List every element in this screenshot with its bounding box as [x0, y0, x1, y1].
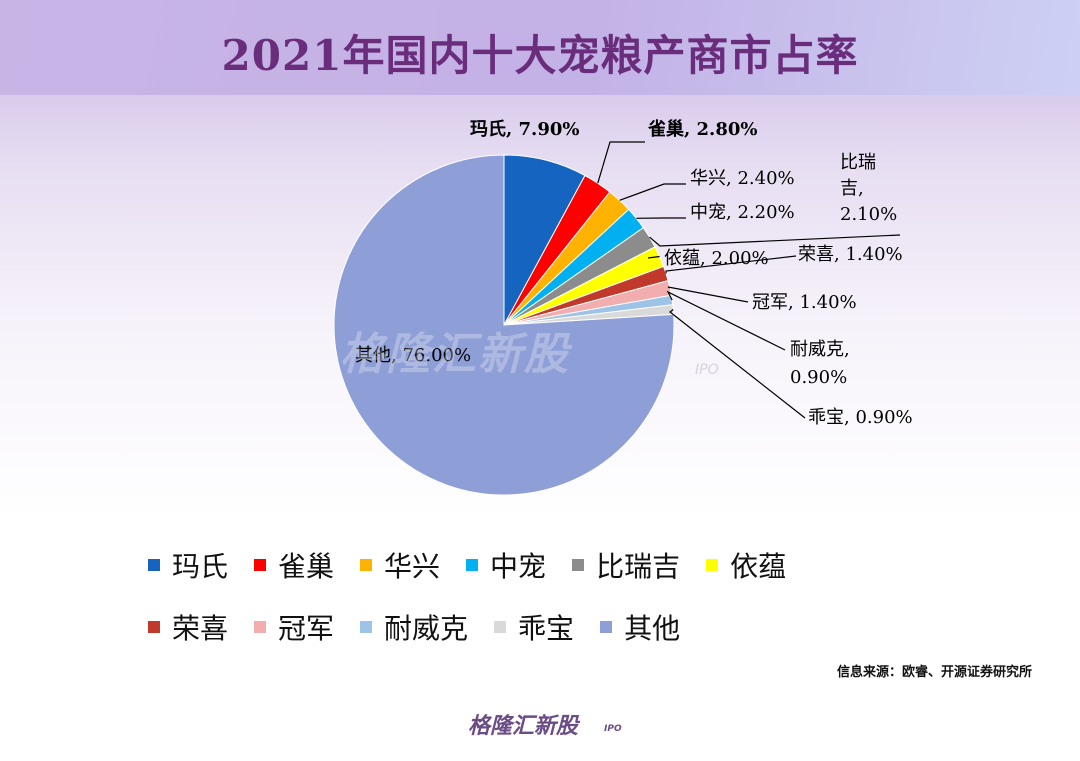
chart-title: 2021年国内十大宠粮产商市占率 — [221, 31, 859, 80]
legend-item-耐威克: 耐威克 — [360, 607, 468, 647]
legend-label: 玛氏 — [172, 550, 229, 583]
legend-swatch — [706, 559, 719, 571]
data-label-冠军: 冠军, 1.40% — [752, 292, 857, 313]
legend-swatch — [360, 621, 373, 633]
bottom-watermark-ipo: IPO — [604, 724, 622, 734]
legend-swatch — [494, 621, 507, 633]
data-label-荣喜: 荣喜, 1.40% — [798, 244, 903, 265]
data-label-雀巢: 雀巢, 2.80% — [647, 118, 757, 140]
title-band — [0, 0, 1080, 95]
data-label-中宠: 中宠, 2.20% — [690, 202, 795, 223]
legend-label: 比瑞吉 — [596, 550, 681, 583]
legend-item-中宠: 中宠 — [466, 545, 546, 585]
bottom-watermark-logo: 格隆汇新股 — [468, 714, 579, 739]
legend-label: 耐威克 — [384, 612, 469, 645]
legend-label: 冠军 — [278, 612, 335, 645]
legend-label: 中宠 — [490, 550, 547, 583]
watermark-text: 格隆汇新股 — [340, 329, 570, 380]
leader-line-雀巢 — [597, 141, 645, 184]
leader-line-冠军 — [667, 286, 749, 303]
legend-item-乖宝: 乖宝 — [494, 607, 574, 647]
legend-swatch — [254, 559, 267, 571]
leader-line-华兴 — [619, 183, 686, 201]
legend-label: 依蕴 — [730, 550, 787, 583]
watermark-ipo: IPO — [695, 362, 719, 378]
legend-label: 荣喜 — [172, 612, 229, 645]
data-label-华兴: 华兴, 2.40% — [690, 168, 795, 189]
legend-swatch — [148, 621, 160, 633]
legend-swatch — [254, 621, 267, 633]
legend: 玛氏 雀巢 华兴 中宠 比瑞吉 依蕴荣喜 冠军 耐威克 乖宝 其他 — [148, 545, 948, 669]
legend-label: 华兴 — [384, 550, 441, 583]
pie-slice-其他 — [333, 154, 675, 496]
data-label-比瑞吉: 比瑞 — [840, 152, 876, 173]
legend-row: 玛氏 雀巢 华兴 中宠 比瑞吉 依蕴 — [148, 545, 948, 585]
data-label-耐威克: 耐威克, — [790, 339, 850, 360]
leader-line-乖宝 — [669, 309, 806, 419]
legend-label: 乖宝 — [518, 612, 575, 645]
source-note: 信息来源：欧睿、开源证券研究所 — [836, 665, 1032, 680]
legend-item-冠军: 冠军 — [254, 607, 334, 647]
data-label-玛氏: 玛氏, 7.90% — [470, 119, 579, 140]
legend-item-其他: 其他 — [600, 607, 680, 647]
legend-item-玛氏: 玛氏 — [148, 545, 228, 585]
legend-item-荣喜: 荣喜 — [148, 607, 228, 647]
legend-swatch — [572, 559, 585, 571]
data-label-乖宝: 乖宝, 0.90% — [808, 407, 913, 428]
legend-item-依蕴: 依蕴 — [706, 545, 786, 585]
legend-item-华兴: 华兴 — [360, 545, 440, 585]
leader-line-比瑞吉 — [649, 234, 901, 247]
data-label-比瑞吉: 吉, — [840, 178, 864, 199]
data-label-其他: 其他, 76.00% — [355, 345, 471, 366]
data-label-耐威克: 0.90% — [790, 367, 847, 388]
legend-item-雀巢: 雀巢 — [254, 545, 334, 585]
data-label-依蕴: 依蕴, 2.00% — [664, 248, 769, 269]
leader-line-依蕴 — [647, 255, 660, 259]
leader-line-荣喜 — [665, 255, 797, 274]
legend-row: 荣喜 冠军 耐威克 乖宝 其他 — [148, 607, 948, 647]
legend-item-比瑞吉: 比瑞吉 — [572, 545, 680, 585]
legend-swatch — [600, 621, 613, 633]
legend-swatch — [360, 559, 373, 571]
legend-label: 雀巢 — [278, 550, 335, 583]
pie-chart: 玛氏, 7.90% 雀巢, 2.80% 华兴, 2.40% 中宠, 2.20% 比瑞吉,… — [333, 118, 913, 496]
leader-line-耐威克 — [666, 290, 786, 351]
legend-swatch — [148, 559, 160, 571]
legend-swatch — [466, 559, 479, 571]
data-label-比瑞吉: 2.10% — [840, 204, 897, 225]
legend-label: 其他 — [624, 612, 681, 645]
